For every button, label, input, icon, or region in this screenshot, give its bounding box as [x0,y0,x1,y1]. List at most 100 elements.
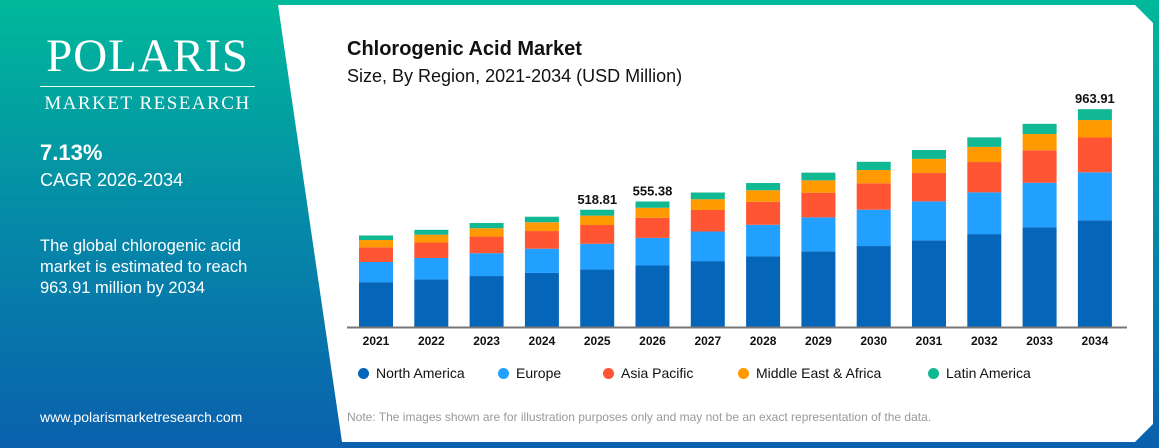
legend-item: Middle East & Africa [738,365,928,381]
bar-segment-europe-2021 [359,262,393,283]
bar-segment-latin-america-2024 [524,216,559,223]
bar-segment-latin-america-2030 [856,161,891,171]
x-tick-label: 2021 [363,334,390,348]
bar-segment-middle-east-africa-2034 [1077,120,1112,138]
x-tick-label: 2031 [916,334,943,348]
bar-segment-latin-america-2032 [967,137,1002,147]
x-tick-label: 2026 [639,334,666,348]
chart-legend: North America Europe Asia Pacific Middle Ea… [358,365,1031,381]
data-label-2034: 963.91 [1075,91,1115,106]
bar-segment-europe-2024 [524,248,559,273]
bar-segment-europe-2033 [1022,182,1057,228]
legend-marker-icon [358,367,369,379]
bar-segment-asia-pacific-2028 [746,201,781,225]
legend-item: Europe [498,365,603,381]
bar-segment-europe-2026 [635,237,670,266]
x-tick-label: 2029 [805,334,832,348]
bar-segment-latin-america-2026 [635,201,670,208]
disclaimer-note: Note: The images shown are for illustrat… [347,410,932,424]
bar-segment-middle-east-africa-2027 [690,199,725,210]
legend-label: Middle East & Africa [756,365,882,381]
bar-segment-middle-east-africa-2024 [524,222,559,232]
bar-segment-europe-2032 [967,192,1002,235]
bar-segment-latin-america-2029 [801,172,836,181]
bar-segment-middle-east-africa-2025 [580,215,615,226]
bar-segment-europe-2023 [469,253,504,277]
x-tick-label: 2023 [473,334,500,348]
bar-segment-middle-east-africa-2031 [912,158,946,174]
x-tick-label: 2027 [694,334,721,348]
legend-marker-icon [928,367,939,379]
bar-segment-middle-east-africa-2033 [1022,133,1057,151]
logo-tagline: MARKET RESEARCH [44,93,251,114]
legend-label: North America [376,365,465,381]
bar-segment-north-america-2028 [746,256,781,327]
bar-segment-europe-2030 [856,209,891,247]
bar-segment-asia-pacific-2021 [359,247,393,263]
bar-segment-north-america-2022 [414,279,449,327]
bar-segment-latin-america-2023 [469,223,504,229]
bar-segment-middle-east-africa-2030 [856,170,891,184]
bar-segment-asia-pacific-2033 [1022,150,1057,183]
x-tick-label: 2030 [860,334,887,348]
bar-segment-europe-2031 [912,201,946,241]
x-tick-label: 2024 [529,334,556,348]
legend-label: Europe [516,365,562,381]
bar-segment-north-america-2031 [912,240,946,327]
bar-segment-latin-america-2033 [1022,123,1057,134]
bar-segment-latin-america-2022 [414,229,449,235]
x-tick-label: 2034 [1082,334,1109,348]
bar-segment-north-america-2030 [856,246,891,327]
legend-item: North America [358,365,498,381]
bar-segment-middle-east-africa-2032 [967,146,1002,163]
chart-subtitle: Size, By Region, 2021-2034 (USD Million) [347,66,683,86]
bar-segment-europe-2022 [414,258,449,280]
bar-segment-europe-2034 [1077,172,1112,221]
polaris-logo: POLARIS MARKET RESEARCH [40,30,255,115]
website-link[interactable]: www.polarismarketresearch.com [40,409,243,425]
bar-segment-middle-east-africa-2028 [746,190,781,202]
bar-segment-asia-pacific-2031 [912,173,946,202]
bar-segment-middle-east-africa-2026 [635,207,670,218]
bar-segment-asia-pacific-2026 [635,217,670,238]
data-label-2026: 555.38 [633,183,673,198]
bar-segment-asia-pacific-2027 [690,209,725,232]
bar-segment-latin-america-2028 [746,183,781,191]
bar-segment-latin-america-2031 [912,150,946,159]
bar-segment-asia-pacific-2024 [524,231,559,249]
bar-segment-latin-america-2025 [580,209,615,216]
chart-title: Chlorogenic Acid Market [347,38,582,60]
bar-segment-asia-pacific-2030 [856,183,891,210]
bar-segment-europe-2028 [746,224,781,257]
bar-segment-north-america-2027 [690,261,725,327]
bar-segment-north-america-2032 [967,234,1002,327]
bar-segment-north-america-2033 [1022,227,1057,327]
bar-segment-middle-east-africa-2029 [801,180,836,193]
legend-label: Asia Pacific [621,365,694,381]
legend-marker-icon [498,367,509,379]
bar-segment-asia-pacific-2029 [801,192,836,218]
bar-segment-asia-pacific-2034 [1077,137,1112,173]
x-tick-label: 2032 [971,334,998,348]
bar-segment-europe-2027 [690,231,725,262]
bar-segment-north-america-2024 [524,272,559,327]
bar-segment-latin-america-2034 [1077,109,1112,121]
bar-segment-north-america-2023 [469,276,504,327]
bar-segment-middle-east-africa-2022 [414,234,449,243]
bar-segment-europe-2029 [801,217,836,252]
cagr-value: 7.13% [40,140,103,165]
legend-item: Asia Pacific [603,365,738,381]
x-tick-label: 2025 [584,334,611,348]
bar-segment-latin-america-2027 [690,192,725,200]
bar-segment-asia-pacific-2022 [414,242,449,259]
bar-segment-middle-east-africa-2023 [469,228,504,237]
x-tick-label: 2022 [418,334,445,348]
bar-segment-north-america-2025 [580,269,615,327]
x-tick-label: 2028 [750,334,777,348]
logo-name: POLARIS [46,30,249,82]
cagr-label: CAGR 2026-2034 [40,170,184,190]
logo-divider [40,86,255,87]
bar-segment-north-america-2034 [1077,220,1112,327]
market-description: The global chlorogenic acid market is es… [40,237,248,297]
